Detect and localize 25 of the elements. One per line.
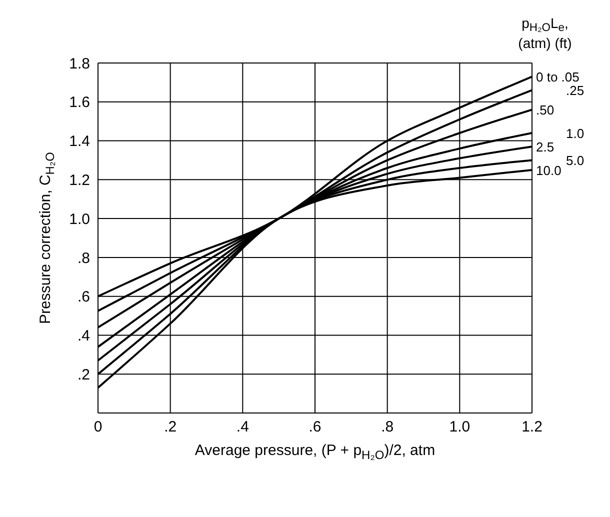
y-tick-label: 1.0 (69, 210, 90, 228)
y-tick-label: .6 (77, 288, 90, 306)
x-tick-label: 1.0 (449, 418, 470, 436)
y-tick-label: .8 (77, 250, 90, 267)
y-tick-label: 1.4 (69, 133, 90, 150)
text: 1.0 (566, 126, 584, 141)
y-tick-label: .4 (77, 328, 90, 345)
x-axis-title: Average pressure, (P + p$_{H₂O}$)/2, atm (194, 442, 436, 462)
y-tick-label: 1.2 (69, 172, 90, 189)
series-label: .50 (536, 102, 554, 118)
x-tick-label: .8 (381, 418, 394, 436)
y-tick-label: .2 (77, 366, 90, 384)
y-tick-label: 1.6 (69, 94, 90, 112)
x-tick-label: 1.2 (522, 418, 542, 436)
series-label: 0 to .05 (536, 70, 580, 85)
x-tick-label: .6 (308, 418, 322, 436)
series-label: 2.5 (536, 140, 554, 155)
x-tick-label: .2 (164, 418, 177, 436)
text: 5.0 (566, 153, 584, 168)
series-label: 10.0 (536, 162, 562, 178)
text: .25 (566, 83, 584, 98)
legend-title: p$_{H₂O}$L$_{e}$, (atm) (ft) (518, 15, 572, 51)
x-tick-label: 0 (94, 418, 102, 436)
x-tick-label: .4 (236, 418, 249, 436)
y-tick-label: 1.8 (69, 55, 90, 72)
